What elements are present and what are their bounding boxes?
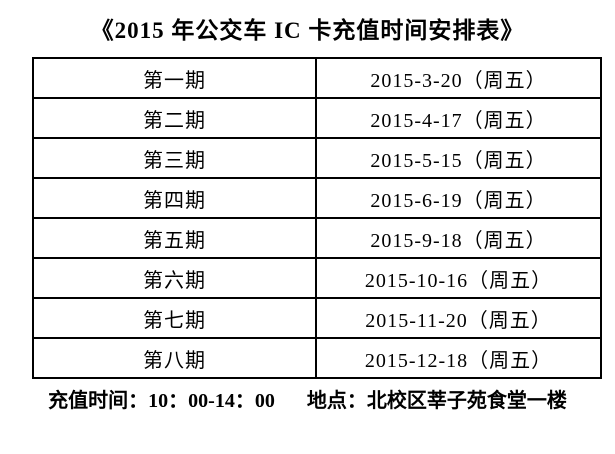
page-title: 《2015 年公交车 IC 卡充值时间安排表》 [90,18,525,43]
table-row: 第五期 2015-9-18（周五） [32,217,602,259]
period-cell: 第一期 [32,57,317,99]
date-cell: 2015-10-16（周五） [315,257,602,299]
table-row: 第七期 2015-11-20（周五） [32,297,602,339]
date-cell: 2015-3-20（周五） [315,57,602,99]
period-cell: 第七期 [32,297,317,339]
period-cell: 第五期 [32,217,317,259]
table-row: 第一期 2015-3-20（周五） [32,57,602,99]
table-row: 第六期 2015-10-16（周五） [32,257,602,299]
table-row: 第四期 2015-6-19（周五） [32,177,602,219]
date-cell: 2015-9-18（周五） [315,217,602,259]
document-page: 《2015 年公交车 IC 卡充值时间安排表》 第一期 2015-3-20（周五… [0,16,615,454]
period-cell: 第四期 [32,177,317,219]
footer-note: 充值时间：10：00-14：00 地点：北校区莘子苑食堂一楼 [0,388,615,414]
date-cell: 2015-11-20（周五） [315,297,602,339]
date-cell: 2015-6-19（周五） [315,177,602,219]
table-row: 第八期 2015-12-18（周五） [32,337,602,379]
period-cell: 第八期 [32,337,317,379]
date-cell: 2015-4-17（周五） [315,97,602,139]
period-cell: 第二期 [32,97,317,139]
table-row: 第三期 2015-5-15（周五） [32,137,602,179]
recharge-time-label: 充值时间：10：00-14：00 [48,390,275,412]
period-cell: 第三期 [32,137,317,179]
schedule-table: 第一期 2015-3-20（周五） 第二期 2015-4-17（周五） 第三期 … [32,57,602,379]
date-cell: 2015-12-18（周五） [315,337,602,379]
recharge-location-label: 地点：北校区莘子苑食堂一楼 [306,390,567,412]
date-cell: 2015-5-15（周五） [315,137,602,179]
table-row: 第二期 2015-4-17（周五） [32,97,602,139]
period-cell: 第六期 [32,257,317,299]
